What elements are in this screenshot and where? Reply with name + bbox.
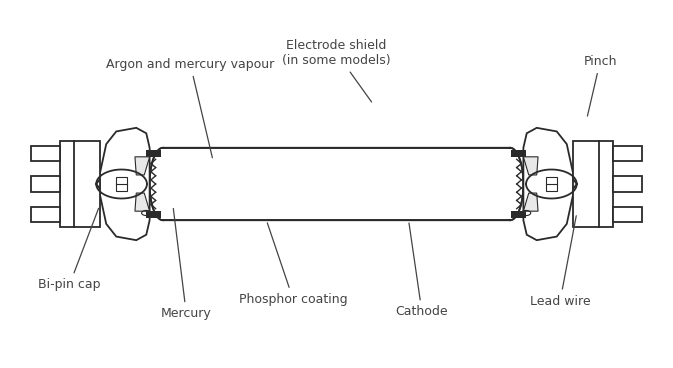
Polygon shape xyxy=(524,157,538,175)
Text: Pinch: Pinch xyxy=(583,55,617,116)
Bar xyxy=(32,146,59,161)
Polygon shape xyxy=(135,157,149,175)
Text: Phosphor coating: Phosphor coating xyxy=(239,223,347,306)
Bar xyxy=(573,141,614,227)
Bar xyxy=(59,141,100,227)
Text: Mercury: Mercury xyxy=(161,209,212,320)
Bar xyxy=(511,150,526,157)
Bar xyxy=(546,177,557,191)
Polygon shape xyxy=(524,193,538,211)
Polygon shape xyxy=(149,148,524,220)
Text: Bi-pin cap: Bi-pin cap xyxy=(38,208,101,291)
Polygon shape xyxy=(524,128,573,240)
Text: Lead wire: Lead wire xyxy=(530,216,590,308)
Bar xyxy=(32,207,59,222)
Bar xyxy=(614,207,641,222)
Bar xyxy=(146,150,161,157)
Text: Argon and mercury vapour: Argon and mercury vapour xyxy=(106,58,275,158)
Bar xyxy=(116,177,127,191)
Polygon shape xyxy=(100,128,149,240)
Bar xyxy=(614,176,641,192)
Bar xyxy=(614,146,641,161)
Text: Electrode shield
(in some models): Electrode shield (in some models) xyxy=(282,39,391,102)
Bar xyxy=(32,176,59,192)
Polygon shape xyxy=(135,193,149,211)
Bar xyxy=(146,211,161,218)
Text: Cathode: Cathode xyxy=(396,223,448,318)
Bar xyxy=(511,211,526,218)
